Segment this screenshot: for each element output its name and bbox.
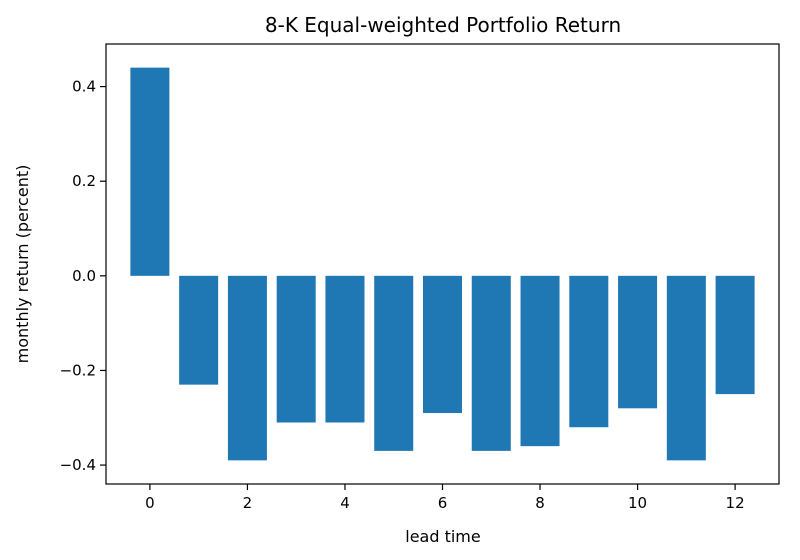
bar-lead-6 [422,275,462,414]
y-axis-label: monthly return (percent) [13,165,32,364]
bar-lead-0 [130,67,170,276]
chart-title: 8-K Equal-weighted Portfolio Return [265,13,621,37]
x-tick-label: 10 [628,494,647,512]
x-tick-label: 2 [243,494,253,512]
bar-lead-9 [569,275,609,428]
x-tick-label: 6 [438,494,448,512]
y-tick-label: −0.2 [60,361,96,379]
bar-lead-1 [179,275,219,385]
bar-lead-2 [227,275,267,461]
x-tick-label: 0 [145,494,155,512]
bars-layer [130,67,755,461]
bar-lead-4 [325,275,365,423]
bar-lead-10 [618,275,658,409]
x-tick-label: 8 [535,494,545,512]
x-tick-label: 4 [340,494,350,512]
y-tick-label: 0.2 [72,172,96,190]
bar-lead-8 [520,275,560,447]
y-tick-label: 0.4 [72,78,96,96]
y-tick-label: −0.4 [60,456,96,474]
y-axis: 0.4 0.2 0.0 −0.2 −0.4 [60,78,106,474]
bar-lead-12 [715,275,755,395]
bar-lead-11 [666,275,706,461]
x-axis-label: lead time [405,527,480,546]
x-axis: 0 2 4 6 8 10 12 [145,484,745,512]
x-tick-label: 12 [726,494,745,512]
bar-lead-3 [276,275,316,423]
bar-lead-7 [471,275,511,451]
bar-lead-5 [374,275,414,451]
y-tick-label: 0.0 [72,267,96,285]
